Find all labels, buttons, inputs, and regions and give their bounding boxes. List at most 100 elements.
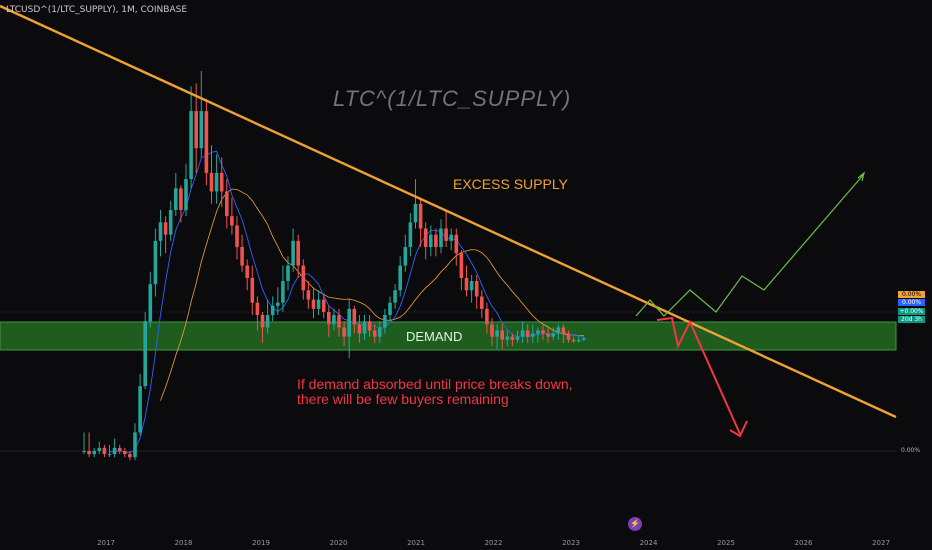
candle-body xyxy=(189,111,193,180)
candle-body xyxy=(500,330,504,340)
candle-body xyxy=(265,315,270,328)
candle-body xyxy=(250,277,255,303)
candle-body xyxy=(286,265,290,282)
candle-body xyxy=(133,432,137,458)
candle-body xyxy=(153,240,158,285)
candle-body xyxy=(184,179,188,210)
candle-body xyxy=(163,222,168,235)
symbol-watermark: LTC^(1/LTC_SUPPLY) xyxy=(333,86,572,111)
candle-body xyxy=(439,228,443,248)
candle-body xyxy=(576,339,581,342)
x-axis-year-label: 2019 xyxy=(252,539,270,547)
candle-body xyxy=(174,188,178,210)
breakdown-note-line2: there will be few buyers remaining xyxy=(297,391,509,407)
candle-body xyxy=(449,234,453,241)
symbol-header[interactable]: LTCUSD^(1/LTC_SUPPLY), 1M, COINBASE xyxy=(6,5,188,15)
candle-body xyxy=(464,277,469,291)
candle-body xyxy=(444,228,448,241)
candle-body xyxy=(327,311,331,325)
candle-body xyxy=(168,209,173,235)
x-axis-year-label: 2018 xyxy=(175,539,193,547)
candle-body xyxy=(561,327,566,334)
candle-body xyxy=(291,240,295,266)
candle-body xyxy=(92,451,96,455)
candle-body xyxy=(398,265,402,291)
candle-body xyxy=(306,290,311,300)
candle-body xyxy=(117,447,122,451)
x-axis-year-label: 2026 xyxy=(795,539,813,547)
x-axis-year-label: 2022 xyxy=(485,539,503,547)
candle-body xyxy=(531,333,535,337)
candle-body xyxy=(321,299,326,312)
candle-body xyxy=(378,327,382,337)
candle-body xyxy=(342,327,346,337)
candle-body xyxy=(510,336,515,340)
candle-body xyxy=(123,451,127,455)
candle-body xyxy=(408,222,413,248)
candle-body xyxy=(270,305,275,316)
candle-body xyxy=(240,247,244,266)
candle-body xyxy=(214,172,219,192)
candle-body xyxy=(403,247,408,266)
bullish-arrowhead xyxy=(857,171,866,182)
candle-body xyxy=(485,308,489,325)
candle-body xyxy=(332,315,336,325)
x-axis-year-label: 2025 xyxy=(717,539,735,547)
candle-body xyxy=(296,240,300,266)
candle-body xyxy=(107,454,112,456)
candle-body xyxy=(515,336,520,340)
candle-body xyxy=(393,290,397,303)
candle-body xyxy=(235,225,239,248)
candle-body xyxy=(225,191,229,217)
candle-body xyxy=(301,265,306,291)
candle-body xyxy=(230,216,234,226)
candle-body xyxy=(276,302,280,306)
bearish-projection-line xyxy=(656,316,741,435)
x-axis: 2017 2018 2019 2020 2021 2022 2023 2024 2025 2026… xyxy=(97,539,890,547)
candle-body xyxy=(566,333,571,340)
bullish-projection-line xyxy=(635,173,865,317)
candle-body xyxy=(97,447,102,451)
candle-body xyxy=(337,315,341,328)
lightning-icon[interactable]: ⚡ xyxy=(628,517,642,531)
candle-body xyxy=(281,281,285,303)
price-tag-change: +0.00% xyxy=(898,308,925,315)
candle-body xyxy=(102,447,107,455)
candle-body xyxy=(347,308,351,337)
candle-body xyxy=(311,299,316,309)
candle-body xyxy=(474,281,479,297)
candle-body xyxy=(138,386,142,433)
x-axis-year-label: 2024 xyxy=(640,539,658,547)
candle-body xyxy=(179,188,183,210)
candle-body xyxy=(388,302,392,316)
candle-body xyxy=(87,451,91,455)
candle-body xyxy=(556,327,561,334)
x-axis-year-label: 2020 xyxy=(330,539,348,547)
candle-body xyxy=(582,338,586,340)
candle-body xyxy=(520,330,525,337)
x-axis-year-label: 2021 xyxy=(407,539,425,547)
x-axis-year-label: 2017 xyxy=(97,539,115,547)
candle-body xyxy=(480,296,484,309)
candle-body xyxy=(260,315,265,328)
candle-body xyxy=(194,111,198,149)
excess-supply-label: EXCESS SUPPLY xyxy=(453,176,568,192)
price-tag-countdown: 20d 3h xyxy=(898,316,925,323)
candle-body xyxy=(459,253,464,278)
demand-zone xyxy=(0,321,897,351)
candle-body xyxy=(255,302,260,316)
candle-body xyxy=(357,324,362,334)
candles-group xyxy=(82,70,586,461)
candle-body xyxy=(209,172,214,192)
candle-body xyxy=(495,330,499,337)
ma-fast-line xyxy=(109,150,584,454)
candle-body xyxy=(551,333,555,337)
candle-body xyxy=(128,454,132,458)
candle-body xyxy=(429,234,433,248)
candle-body xyxy=(413,203,418,223)
candle-body xyxy=(148,284,153,322)
candle-body xyxy=(143,321,147,387)
candle-body xyxy=(158,222,163,241)
x-axis-year-label: 2027 xyxy=(872,539,890,547)
